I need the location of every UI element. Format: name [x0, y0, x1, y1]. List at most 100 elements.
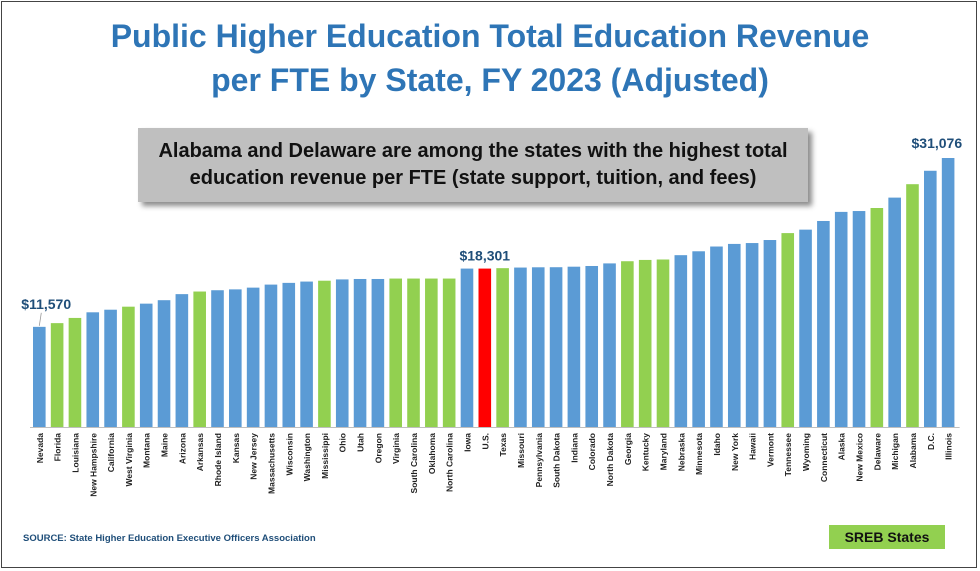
tick-label-minnesota: Minnesota [694, 433, 704, 475]
chart-title: Public Higher Education Total Education … [0, 14, 980, 102]
bar-nevada [33, 326, 46, 427]
tick-label-iowa: Iowa [462, 433, 472, 452]
tick-label-rhode-island: Rhode Island [213, 433, 223, 486]
tick-label-kentucky: Kentucky [641, 433, 651, 472]
tick-label-idaho: Idaho [712, 433, 722, 456]
bar-wisconsin [282, 282, 296, 427]
bar-florida [50, 323, 64, 428]
bar-arizona [175, 294, 189, 427]
tick-label-massachusetts: Massachusetts [266, 433, 276, 494]
bar-colorado [585, 265, 599, 427]
tick-label-maryland: Maryland [659, 433, 669, 470]
bar-new-mexico [852, 211, 866, 427]
callout-box: Alabama and Delaware are among the state… [138, 128, 808, 202]
bar-wyoming [799, 229, 812, 427]
bar-iowa [460, 268, 474, 427]
tick-label-pennsylvania: Pennsylvania [534, 433, 544, 488]
bar-d-c [924, 170, 937, 427]
tick-label-kansas: Kansas [231, 433, 241, 464]
bar-west-virginia [122, 306, 135, 427]
bar-texas [496, 268, 509, 427]
bar-south-dakota [549, 267, 563, 427]
bar-kansas [229, 289, 242, 427]
bar-nebraska [674, 255, 688, 427]
bar-vermont [763, 240, 777, 427]
data-label-u-s: $18,301 [459, 248, 510, 264]
bar-arkansas [193, 291, 206, 427]
bar-california [104, 309, 117, 427]
tick-label-arizona: Arizona [177, 433, 187, 464]
tick-label-louisiana: Louisiana [70, 433, 80, 473]
tick-label-new-mexico: New Mexico [855, 433, 865, 482]
tick-label-california: California [106, 433, 116, 472]
title-line-2: per FTE by State, FY 2023 (Adjusted) [211, 62, 769, 98]
tick-label-montana: Montana [142, 433, 152, 468]
source-note: SOURCE: State Higher Education Executive… [23, 533, 316, 544]
tick-label-florida: Florida [53, 433, 63, 462]
tick-label-oregon: Oregon [373, 433, 383, 463]
tick-label-colorado: Colorado [587, 433, 597, 470]
tick-label-alabama: Alabama [908, 433, 918, 469]
tick-label-delaware: Delaware [872, 433, 882, 471]
tick-label-oklahoma: Oklahoma [427, 433, 437, 474]
tick-label-d-c: D.C. [926, 433, 936, 450]
bar-virginia [389, 278, 402, 427]
data-label-nevada: $11,570 [21, 296, 71, 312]
callout-text: Alabama and Delaware are among the state… [158, 140, 788, 189]
bar-illinois [941, 158, 955, 427]
bar-mississippi [318, 280, 331, 427]
tick-label-alaska: Alaska [837, 433, 847, 461]
tick-label-south-dakota: South Dakota [552, 433, 562, 488]
tick-label-ohio: Ohio [338, 433, 348, 452]
tick-label-new-jersey: New Jersey [249, 433, 259, 480]
tick-label-washington: Washington [302, 433, 312, 481]
bar-utah [353, 278, 367, 427]
bar-minnesota [692, 251, 705, 427]
tick-label-mississippi: Mississippi [320, 433, 330, 479]
bar-washington [300, 281, 313, 427]
tick-label-connecticut: Connecticut [819, 433, 829, 482]
bar-new-york [727, 243, 741, 427]
bar-idaho [710, 246, 723, 427]
tick-label-maine: Maine [160, 433, 170, 457]
bar-alaska [834, 211, 848, 427]
tick-label-wyoming: Wyoming [801, 433, 811, 471]
bar-ohio [335, 279, 349, 427]
title-line-1: Public Higher Education Total Education … [110, 18, 870, 54]
tick-label-nevada: Nevada [35, 433, 45, 464]
bar-connecticut [817, 220, 830, 427]
bar-alabama [906, 184, 919, 427]
tick-label-new-york: New York [730, 433, 740, 471]
bar-montana [139, 303, 153, 427]
bar-north-carolina [442, 278, 456, 427]
tick-label-texas: Texas [498, 433, 508, 457]
tick-label-utah: Utah [356, 433, 366, 452]
tick-label-virginia: Virginia [391, 433, 401, 464]
bar-maine [157, 300, 171, 427]
bar-maryland [656, 259, 670, 427]
tick-label-tennessee: Tennessee [783, 433, 793, 477]
tick-label-nebraska: Nebraska [676, 433, 686, 472]
data-label-illinois: $31,076 [912, 135, 963, 151]
bar-hawaii [745, 243, 759, 427]
tick-label-u-s: U.S. [480, 433, 490, 450]
bar-michigan [888, 197, 901, 427]
bar-delaware [870, 208, 884, 427]
bar-indiana [567, 266, 581, 427]
bar-kentucky [638, 259, 652, 427]
tick-label-new-hampshire: New Hampshire [88, 433, 98, 497]
data-label-leader-line [38, 312, 42, 326]
bar-south-carolina [407, 278, 420, 427]
bar-new-jersey [246, 287, 260, 427]
legend-sreb-states: SREB States [829, 525, 945, 549]
tick-label-illinois: Illinois [944, 433, 954, 460]
bar-rhode-island [211, 290, 224, 427]
tick-label-indiana: Indiana [569, 433, 579, 463]
tick-label-wisconsin: Wisconsin [284, 433, 294, 475]
bar-pennsylvania [531, 267, 545, 427]
bar-louisiana [68, 317, 82, 427]
tick-label-missouri: Missouri [516, 433, 526, 468]
tick-label-hawaii: Hawaii [748, 433, 758, 460]
tick-label-michigan: Michigan [890, 433, 900, 470]
